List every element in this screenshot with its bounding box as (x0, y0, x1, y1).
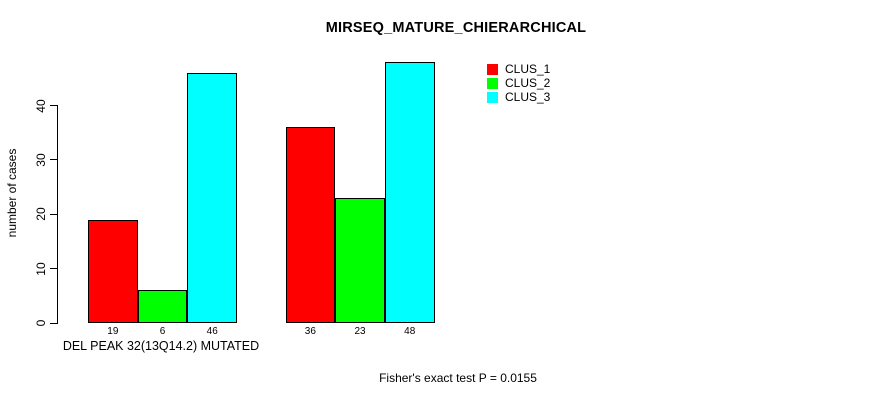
legend-swatch-clus2-icon (487, 78, 498, 90)
legend-item-clus2: CLUS_2 (487, 77, 550, 91)
legend-swatch-clus3-icon (487, 92, 498, 104)
y-axis-label: number of cases (5, 148, 19, 238)
y-axis-tick-label: 10 (34, 261, 48, 276)
bar-clus_1-group1 (88, 219, 138, 323)
y-axis-tick-label: 0 (34, 319, 48, 327)
bar-value-label: 36 (304, 326, 316, 337)
y-axis-tick-label: 40 (34, 98, 48, 113)
y-axis-tick (50, 159, 57, 161)
x-axis-label: DEL PEAK 32(13Q14.2) MUTATED (62, 339, 260, 353)
bar-clus_2-group1 (137, 290, 188, 323)
bar-value-label: 23 (354, 326, 366, 337)
legend-item-clus1: CLUS_1 (487, 63, 550, 77)
y-axis-tick (50, 213, 57, 215)
y-axis-line (57, 105, 58, 324)
y-axis-tick (50, 322, 57, 324)
legend-label-clus1: CLUS_1 (505, 62, 551, 77)
y-axis-tick-label: 30 (34, 153, 48, 167)
legend-item-clus3: CLUS_3 (487, 91, 550, 105)
stat-text: Fisher's exact test P = 0.0155 (379, 371, 537, 385)
y-axis-tick-label: 20 (34, 207, 48, 221)
bar-value-label: 48 (404, 326, 416, 337)
bar-clus_3-group2 (384, 62, 435, 323)
bar-value-label: 46 (206, 326, 218, 337)
y-axis-tick (50, 105, 57, 106)
legend-label-clus2: CLUS_2 (505, 76, 551, 91)
bar-clus_3-group1 (187, 72, 238, 323)
y-axis-tick (50, 268, 57, 270)
chart-title: MIRSEQ_MATURE_CHIERARCHICAL (325, 20, 587, 36)
legend-swatch-clus1-icon (487, 64, 498, 76)
bar-clus_1-group2 (285, 127, 336, 323)
bar-value-label: 19 (107, 326, 119, 337)
bar-clus_2-group2 (335, 197, 385, 323)
bar-value-label: 6 (159, 326, 166, 337)
legend: CLUS_1 CLUS_2 CLUS_3 (487, 63, 550, 105)
legend-label-clus3: CLUS_3 (505, 90, 551, 105)
